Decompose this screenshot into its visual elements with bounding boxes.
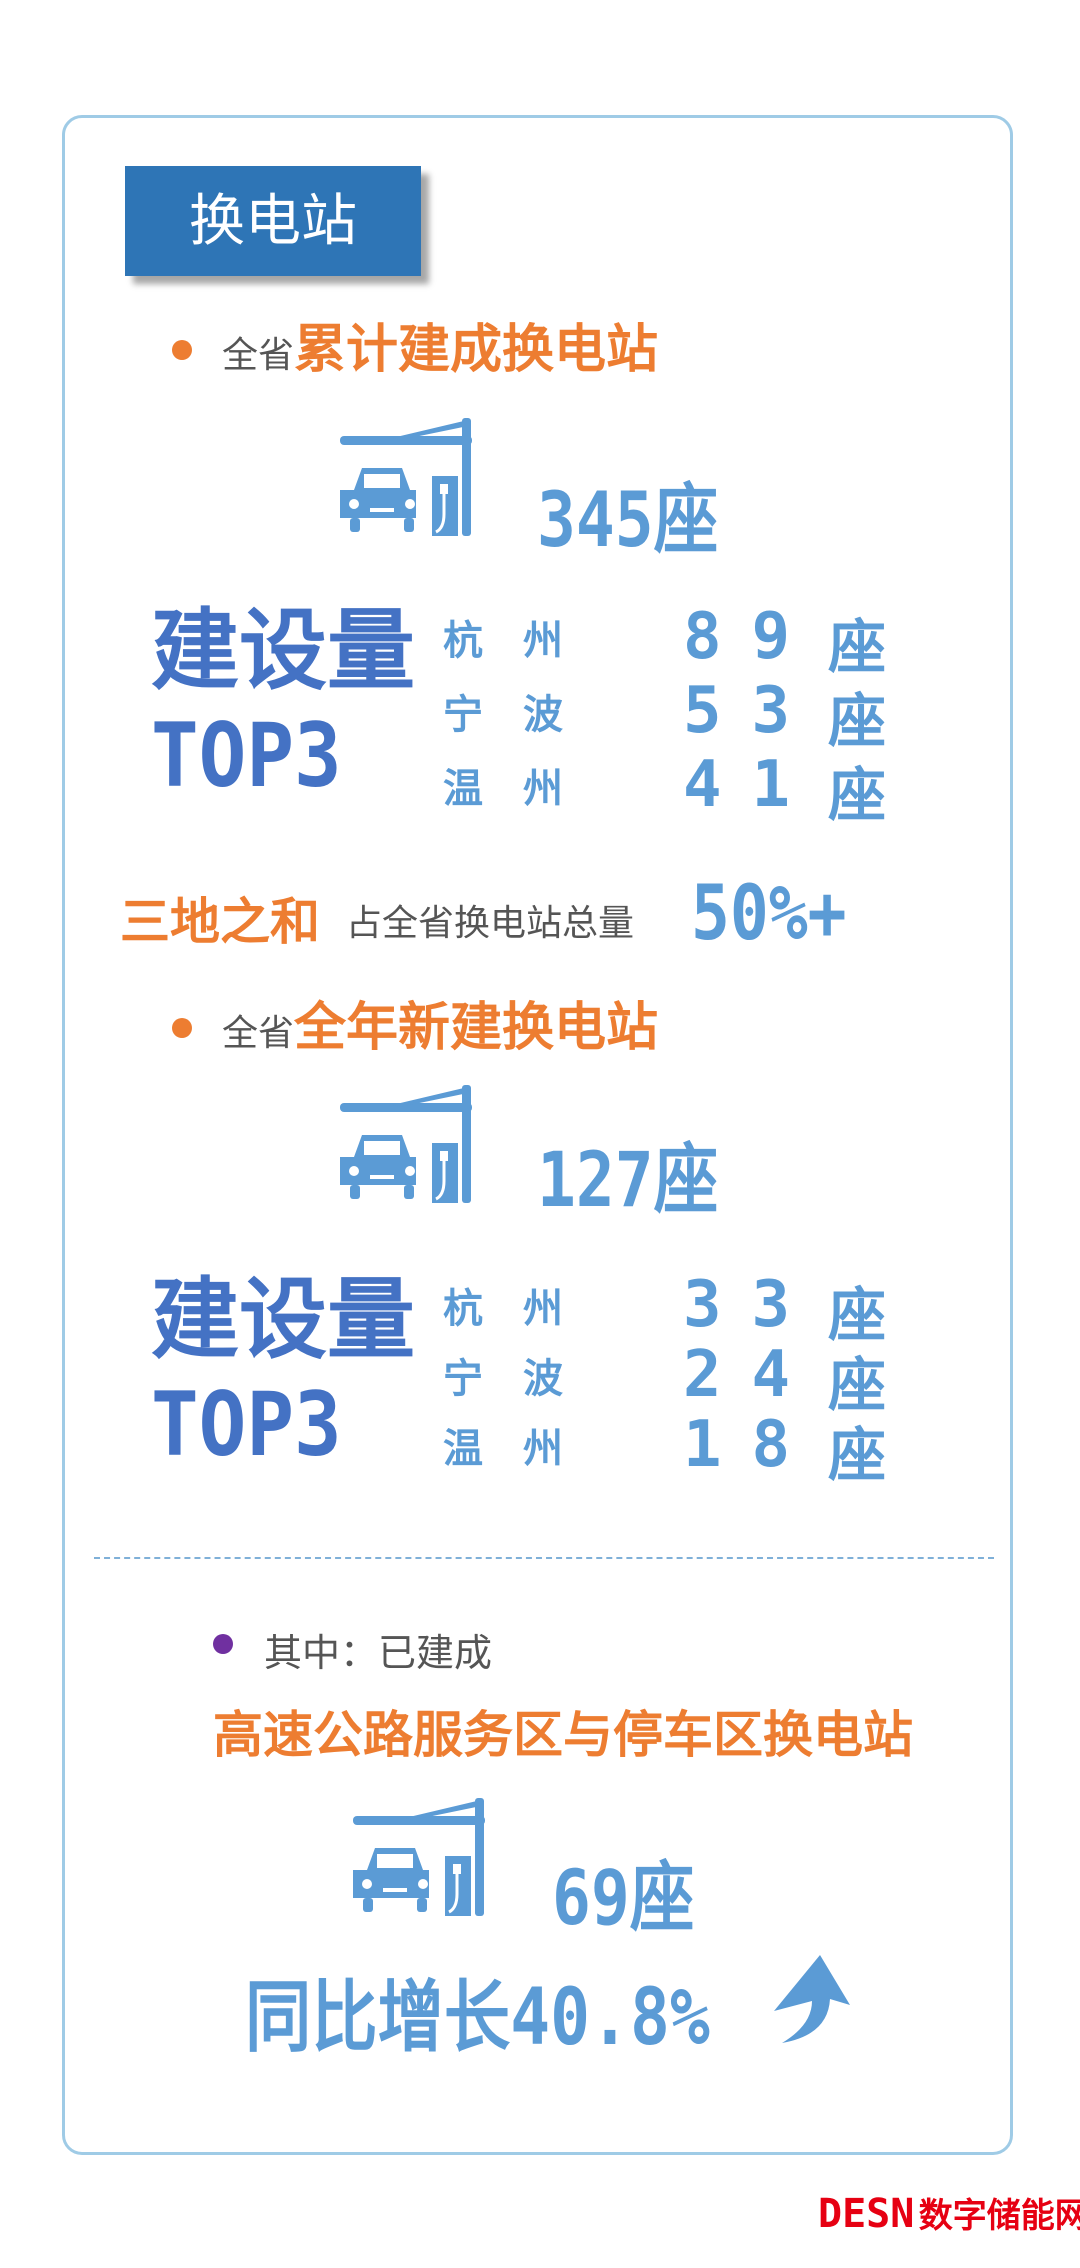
unit: 座 [828,763,887,828]
total-count: 127座 [537,1135,719,1224]
logo-brand: DESN [818,2191,915,2237]
section-title: 换电站 [125,166,421,276]
city-value: 89 [683,600,821,674]
city-name: 杭州 [443,1287,603,1331]
heading-text: 累计建成换电站 [294,321,659,379]
section3-heading: 高速公路服务区与停车区换电站 [213,1707,913,1763]
bullet-dot [172,340,192,360]
charging-station-car-icon [340,418,472,536]
city-value: 24 [683,1338,821,1412]
bullet-dot [172,1018,192,1038]
city-name: 宁波 [443,693,603,737]
top3-label: 建设量 [151,1270,416,1369]
charging-station-car-icon [353,1798,485,1916]
unit: 座 [828,1423,887,1488]
arrow-up-icon [774,1955,850,2043]
city-value: 41 [683,748,821,822]
city-value: 18 [683,1408,821,1482]
sub-heading: 其中：已建成 [264,1633,493,1675]
unit: 座 [828,689,887,754]
watermark-logo: DESN 数字储能网 [818,2188,1080,2237]
top3-label: 建设量 [151,601,416,700]
logo-name: 数字储能网 [918,2197,1080,2235]
growth-rate: 同比增长40.8% [245,1973,710,2063]
heading-prefix: 全省 [222,334,295,375]
top3-label: TOP3 [151,704,342,807]
city-name: 宁波 [443,1357,603,1401]
heading-prefix: 全省 [222,1012,295,1053]
sum-description: 占全省换电站总量 [346,902,635,943]
heading-text: 全年新建换电站 [294,999,659,1057]
bullet-dot [213,1634,233,1654]
top3-label: TOP3 [151,1373,342,1476]
unit: 座 [828,1283,887,1348]
sum-label: 三地之和 [120,894,320,950]
content-card [62,115,1013,2155]
city-value: 33 [683,1268,821,1342]
charging-station-car-icon [340,1085,472,1203]
divider [94,1557,994,1559]
section2-heading: 全省全年新建换电站 [222,998,658,1071]
city-name: 温州 [443,1427,603,1471]
city-name: 温州 [443,767,603,811]
section1-heading: 全省累计建成换电站 [222,320,658,393]
city-name: 杭州 [443,619,603,663]
total-count: 69座 [552,1853,695,1942]
total-count: 345座 [537,475,719,564]
sum-value: 50%+ [691,868,847,957]
city-value: 53 [683,674,821,748]
unit: 座 [828,1353,887,1418]
unit: 座 [828,615,887,680]
